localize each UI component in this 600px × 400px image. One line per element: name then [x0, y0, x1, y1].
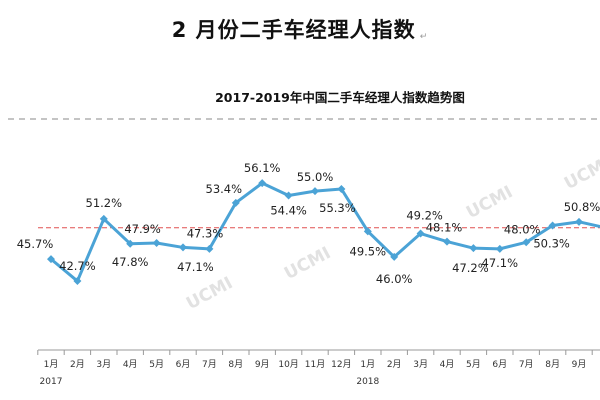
x-tick-label: 8月	[228, 359, 243, 370]
data-point-marker	[152, 239, 161, 248]
data-label: 45.7%	[17, 237, 54, 251]
data-label: 47.9%	[124, 222, 161, 236]
x-tick-label: 2月	[70, 359, 85, 370]
data-point-marker	[205, 244, 214, 253]
data-point-marker	[73, 277, 82, 286]
data-label: 48.0%	[504, 222, 541, 236]
x-tick-label: 10月	[278, 359, 298, 370]
x-tick-label: 5月	[466, 359, 481, 370]
x-tick-label: 9月	[572, 359, 587, 370]
x-tick-label: 6月	[492, 359, 507, 370]
data-label: 42.7%	[59, 259, 96, 273]
x-tick-label: 7月	[202, 359, 217, 370]
return-mark-icon: ↵	[419, 32, 429, 42]
data-point-marker	[548, 221, 557, 230]
data-point-marker	[284, 191, 293, 200]
data-label: 47.1%	[482, 256, 519, 270]
year-label: 2017	[40, 377, 63, 387]
data-label: 56.1%	[244, 161, 281, 175]
data-label: 47.2%	[452, 261, 489, 275]
data-point-marker	[179, 243, 187, 252]
page-title-text: 2 月份二手车经理人指数	[171, 18, 416, 42]
watermark-text: UCMI	[281, 243, 334, 284]
x-tick-label: 1月	[44, 359, 59, 370]
x-tick-label: 12月	[331, 359, 351, 370]
data-point-marker	[337, 184, 346, 193]
data-label: 49.2%	[406, 209, 443, 223]
watermark-text: UCMI	[183, 273, 236, 314]
data-label: 46.0%	[376, 272, 413, 286]
x-tick-label: 11月	[305, 359, 325, 370]
x-tick-label: 4月	[440, 359, 455, 370]
x-tick-label: 6月	[176, 359, 191, 370]
series-line	[50, 181, 600, 283]
x-tick-label: 7月	[519, 359, 534, 370]
data-point-marker	[258, 179, 267, 188]
data-label: 47.1%	[177, 260, 214, 274]
watermark-text: UCMI	[463, 182, 516, 223]
data-point-marker	[443, 237, 451, 246]
x-tick-label: 9月	[255, 359, 270, 370]
data-point-marker	[231, 198, 240, 207]
data-labels: 45.7% 42.7% 51.2% 47.8% 47.9% 47.3% 47.1% 53.4%…	[17, 161, 600, 286]
x-tick-label: 2月	[387, 359, 402, 370]
x-axis-ticks	[37, 350, 593, 355]
data-point-marker	[495, 244, 504, 253]
page-title: 2 月份二手车经理人指数 ↵	[0, 14, 600, 44]
x-tick-label: 3月	[96, 359, 111, 370]
data-point-marker	[469, 244, 478, 253]
data-label: 50.8%	[564, 200, 600, 214]
data-point-marker	[575, 217, 583, 226]
chart-title: 2017-2019年中国二手车经理人指数趋势图	[215, 90, 465, 105]
data-label: 49.5%	[350, 244, 387, 258]
data-point-marker	[47, 255, 55, 264]
data-point-marker	[99, 214, 108, 223]
data-label: 55.3%	[319, 201, 356, 215]
series-layer	[47, 179, 600, 286]
x-axis-labels: 1月 2月 3月 4月 5月 6月 7月 8月 9月 10月 11月 12月 1月 2月 3月 4月 5月 6月 7…	[40, 359, 587, 387]
year-label: 2018	[356, 377, 379, 387]
data-label: 48.1%	[426, 221, 463, 235]
data-point-marker	[363, 227, 372, 236]
watermark-text: UCMI	[561, 153, 600, 194]
data-point-marker	[522, 238, 531, 247]
data-point-marker	[126, 239, 135, 248]
data-label: 54.4%	[270, 204, 307, 218]
data-label: 47.3%	[187, 226, 224, 240]
data-point-marker	[390, 252, 399, 261]
data-label: 51.2%	[86, 196, 123, 210]
data-label: 55.0%	[297, 170, 334, 184]
data-label: 47.8%	[112, 255, 149, 269]
data-label: 50.3%	[533, 237, 570, 251]
data-label: 53.4%	[206, 182, 243, 196]
x-tick-label: 3月	[413, 359, 428, 370]
x-tick-label: 1月	[360, 359, 375, 370]
x-tick-label: 8月	[545, 359, 560, 370]
data-point-marker	[416, 229, 425, 238]
x-tick-label: 4月	[123, 359, 138, 370]
x-tick-label: 5月	[149, 359, 164, 370]
data-point-marker	[311, 187, 319, 196]
